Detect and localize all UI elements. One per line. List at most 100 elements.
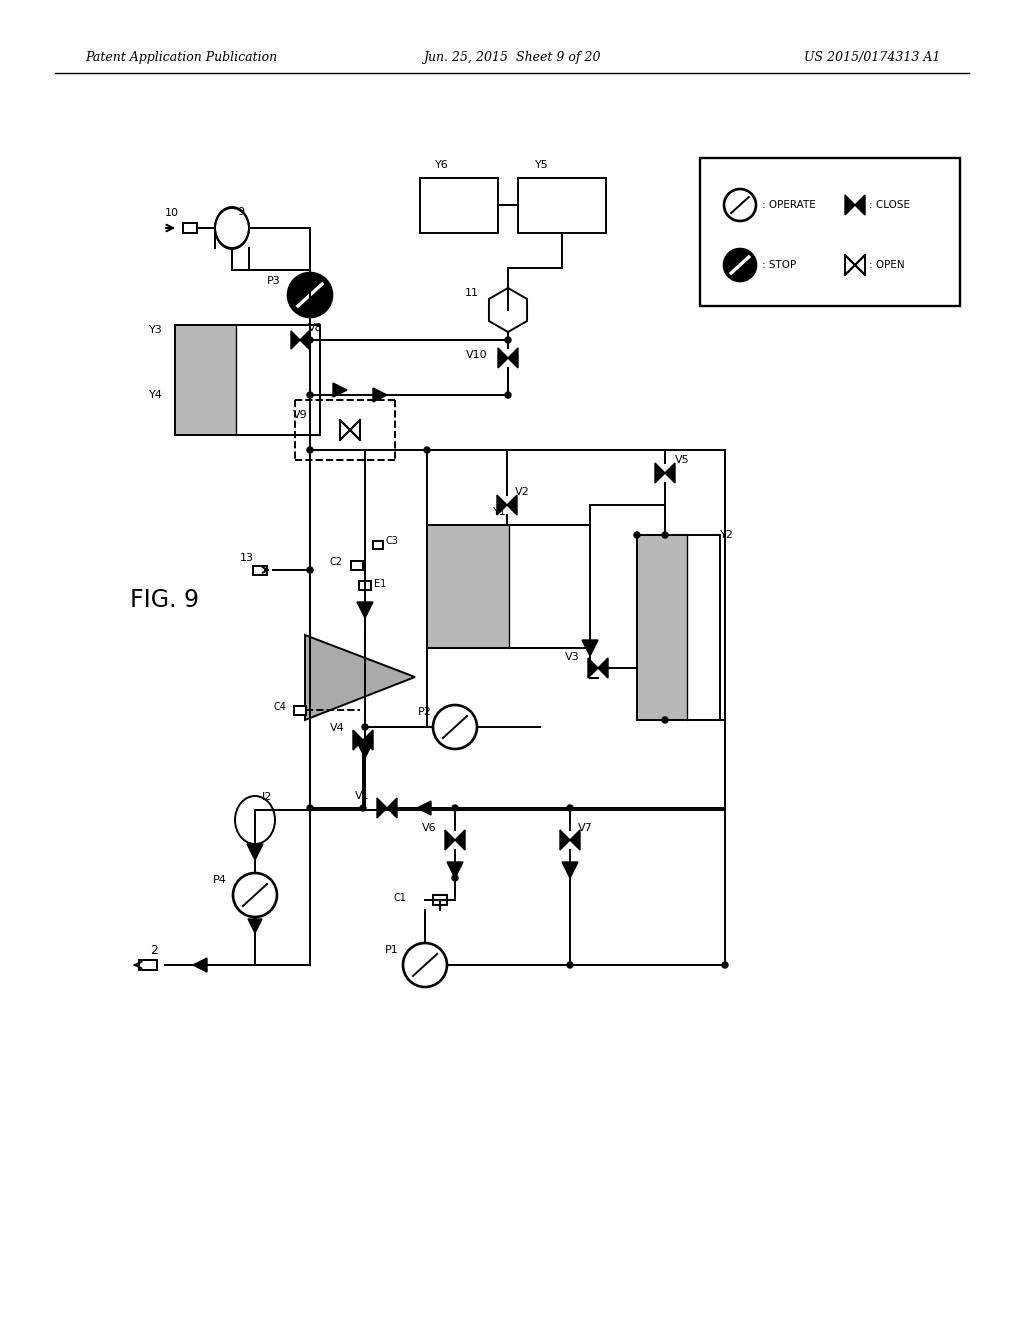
Polygon shape [193,958,207,972]
Polygon shape [498,348,508,368]
Circle shape [424,447,430,453]
Bar [518,178,606,234]
Circle shape [307,447,313,453]
Text: V3: V3 [565,652,580,663]
Text: : OPERATE: : OPERATE [762,201,816,210]
Bar [637,535,687,719]
Text: 11: 11 [465,288,479,298]
Text: 2: 2 [150,944,158,957]
Text: V7: V7 [578,822,593,833]
Text: C3: C3 [386,536,399,546]
Text: V4: V4 [330,723,345,733]
Polygon shape [305,635,415,719]
Text: 9: 9 [237,207,244,216]
Text: E1: E1 [374,579,386,589]
Polygon shape [598,657,608,678]
Polygon shape [455,830,465,850]
Circle shape [662,717,668,723]
Text: V10: V10 [466,350,487,360]
Bar [139,960,157,970]
Circle shape [567,962,573,968]
Polygon shape [247,843,263,861]
Bar [359,581,371,590]
Polygon shape [845,195,855,215]
Text: V5: V5 [675,455,689,465]
Circle shape [307,805,313,810]
Text: Jun. 25, 2015  Sheet 9 of 20: Jun. 25, 2015 Sheet 9 of 20 [423,51,601,65]
Polygon shape [855,195,865,215]
Text: C2: C2 [330,557,343,568]
Polygon shape [560,830,570,850]
Polygon shape [333,383,347,397]
Circle shape [307,392,313,399]
Circle shape [634,532,640,539]
Text: C4: C4 [273,702,286,711]
Bar [294,705,306,714]
Text: V8: V8 [308,323,323,333]
Bar [175,325,236,436]
Bar [433,895,447,906]
Polygon shape [362,730,373,750]
Circle shape [722,962,728,968]
Circle shape [452,805,458,810]
Polygon shape [373,388,387,403]
Text: Y1: Y1 [494,507,507,517]
Text: 13: 13 [240,553,254,564]
Polygon shape [417,801,431,814]
Text: US 2015/0174313 A1: US 2015/0174313 A1 [804,51,940,65]
Text: : CLOSE: : CLOSE [869,201,910,210]
Text: FIG. 9: FIG. 9 [130,587,199,612]
Polygon shape [387,799,397,818]
Polygon shape [248,919,262,933]
Polygon shape [562,862,578,878]
Circle shape [724,249,756,281]
Text: Y6: Y6 [435,160,449,170]
Polygon shape [291,331,300,348]
Bar [427,525,509,648]
Text: V1: V1 [355,791,370,801]
Text: : STOP: : STOP [762,260,797,271]
Text: Y3: Y3 [150,325,163,335]
Polygon shape [655,463,665,483]
Text: P3: P3 [267,276,281,286]
Circle shape [307,337,313,343]
Bar [253,565,267,574]
Bar [427,525,590,648]
Text: P2: P2 [418,708,432,717]
Text: Patent Application Publication: Patent Application Publication [85,51,278,65]
Bar [351,561,362,569]
Polygon shape [353,730,362,750]
Polygon shape [665,463,675,483]
Polygon shape [582,640,598,656]
Polygon shape [357,742,373,758]
Text: Y5: Y5 [535,160,549,170]
Polygon shape [570,830,580,850]
Bar [637,535,720,719]
Polygon shape [588,657,598,678]
Text: : OPEN: : OPEN [869,260,904,271]
Text: 10: 10 [165,209,179,218]
Polygon shape [497,495,507,515]
Text: P4: P4 [213,875,227,884]
Polygon shape [508,348,518,368]
Polygon shape [357,602,373,618]
Bar [183,223,197,234]
Bar [373,541,383,549]
Bar [420,178,498,234]
Text: C1: C1 [393,894,406,903]
Bar [175,325,319,436]
Circle shape [452,875,458,880]
Bar [700,158,961,306]
Text: V9: V9 [293,411,308,420]
Text: P1: P1 [385,945,398,954]
Circle shape [567,805,573,810]
Polygon shape [507,495,517,515]
Circle shape [307,568,313,573]
Text: Y2: Y2 [720,531,734,540]
Text: V6: V6 [422,822,436,833]
Circle shape [505,337,511,343]
Circle shape [360,805,366,810]
Circle shape [505,392,511,399]
Polygon shape [445,830,455,850]
Polygon shape [300,331,309,348]
